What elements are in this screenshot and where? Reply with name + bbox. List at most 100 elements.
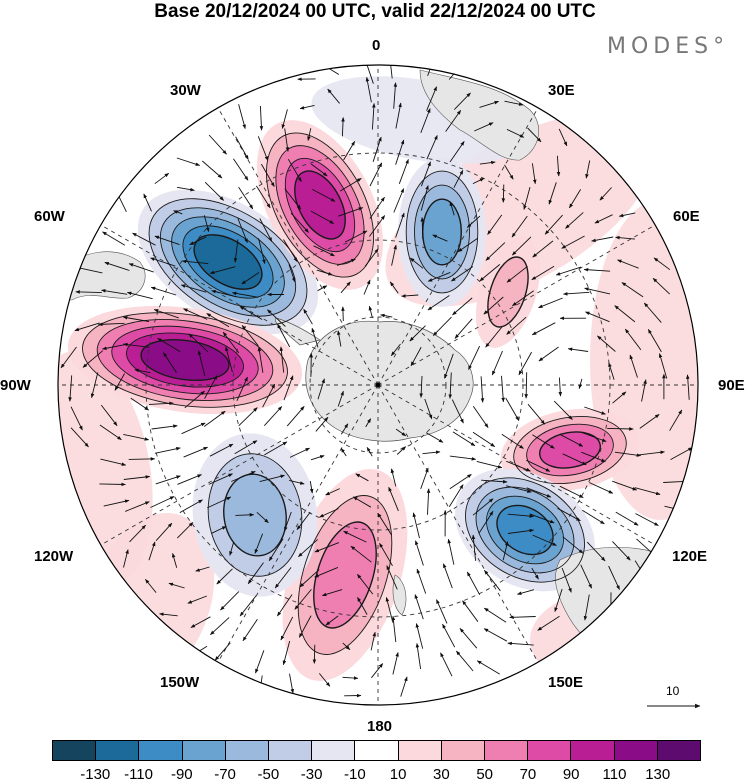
wind-vector [239,595,257,617]
wind-vector [472,405,489,428]
wind-vector [501,375,505,403]
wind-vector [238,407,258,427]
anomaly-contour-line [405,170,479,294]
wind-vector [561,567,572,593]
anomaly-contour-line [313,521,377,629]
wind-vector [150,286,177,296]
wind-vector [340,423,349,435]
wind-vector [143,193,152,212]
wind-vector [122,316,149,322]
wind-vector [618,212,636,218]
wind-vector [123,342,150,348]
wind-vector [114,373,125,391]
wind-vector [254,533,264,554]
wind-vector [638,450,665,456]
colorbar-bin [312,741,356,760]
wind-vector [377,512,393,536]
wind-vector [526,459,551,472]
wind-vector [177,474,202,485]
wind-vector [472,498,494,516]
wind-vector [554,588,563,613]
wind-vector [225,346,233,373]
wind-vector [369,215,386,237]
wind-vector [395,212,405,238]
wind-vector [599,187,612,201]
wind-vector [415,540,424,566]
wind-vector [181,259,209,265]
wind-vector [624,328,642,351]
wind-vector [653,257,671,271]
wind-vector [257,136,269,161]
longitude-label-0: 0 [372,37,381,54]
wind-vector [558,128,568,147]
meridian-line [377,107,539,386]
colorbar-tick-label: -110 [124,766,153,783]
anomaly-contour-line [465,477,585,583]
wind-vector [479,264,501,282]
wind-vector [419,375,423,398]
wind-vector [204,375,218,399]
wind-vector [501,184,506,203]
wind-vector [427,295,450,311]
wind-vector [262,383,276,408]
wind-vector [506,460,531,472]
wind-vector [327,88,340,104]
anomaly-contour-line [275,145,365,265]
wind-vector [150,257,176,267]
wind-vector [449,455,477,461]
wind-vector [220,591,240,611]
wind-vector [400,676,408,697]
wind-vector [128,457,156,461]
wind-vector [70,406,83,431]
wind-vector [101,289,128,295]
wind-vector [647,329,662,353]
wind-vector [222,331,240,354]
wind-vector [365,76,372,103]
wind-vector [466,215,481,228]
wind-vector [211,525,227,534]
map-border [57,64,699,706]
wind-vector [389,281,399,294]
wind-vector [440,652,453,677]
wind-vector [318,673,331,687]
wind-vector [526,487,552,498]
wind-vector [195,566,210,572]
colorbar-tick-label: -90 [170,766,193,783]
wind-vector [132,232,156,246]
wind-vector [312,644,317,664]
wind-vector [453,92,471,110]
wind-vector [234,440,258,455]
wind-vector [589,482,614,494]
wind-vector [256,511,269,524]
wind-vector [342,676,359,680]
wind-vector [472,177,485,185]
wind-vector [559,485,584,499]
anomaly-contour-fill [487,257,529,327]
wind-vector [307,128,312,141]
wind-vector [507,513,535,518]
anomaly-contour-line [486,495,564,565]
wind-vector [274,567,292,589]
wind-vector [558,377,563,397]
colorbar-bin [96,741,140,760]
wind-vector [68,375,73,402]
wind-vector [456,650,474,672]
wind-vector [643,302,662,323]
wind-vector [457,237,478,253]
wind-vector [310,210,335,224]
wind-vector [366,447,373,457]
wind-vector [163,352,177,373]
wind-vector [309,481,314,494]
wind-vector [506,265,528,283]
wind-vector [447,538,455,565]
wind-vector [317,285,328,292]
wind-vector [337,330,342,347]
wind-vector [154,446,181,454]
wind-vector [398,158,409,184]
colorbar-bin [441,741,486,760]
wind-vector [565,212,584,229]
wind-vector [479,160,496,165]
wind-vector [436,599,448,624]
wind-vector [449,141,465,163]
wind-vector [204,181,225,201]
